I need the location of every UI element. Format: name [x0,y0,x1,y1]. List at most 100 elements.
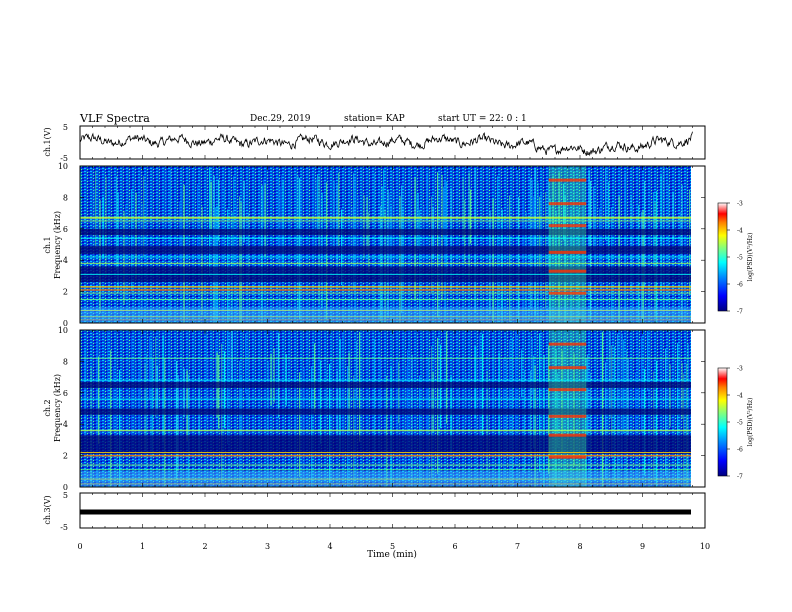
spec-vertical-streak [585,357,587,487]
spec-vertical-streak [518,197,520,323]
spec-vertical-streak [476,346,478,487]
spec-vertical-streak [506,359,508,456]
spec-vertical-streak [218,355,220,429]
spec-vertical-streak [533,355,535,449]
spec-vertical-streak [638,205,640,323]
spec-vertical-streak [218,179,220,241]
spec-vertical-streak [209,167,211,277]
spec-vertical-streak [263,179,265,227]
spec-event-line [548,224,587,228]
spec-vertical-streak [95,170,97,249]
spec-vertical-streak [84,349,86,438]
spec-vertical-streak [627,358,629,436]
spec-vertical-streak [534,167,536,316]
spec-vertical-streak [261,185,263,323]
colorbar-tick-label: -6 [737,282,743,289]
spec-vertical-streak [146,183,148,307]
spec-vertical-streak [240,375,242,441]
spec-vertical-streak [236,204,238,323]
spec-vertical-streak [393,188,395,323]
spec-vertical-streak [273,348,275,403]
x-tick-label: 5 [390,542,395,551]
spec-vertical-streak [299,372,301,477]
ch2-spectrogram-panel: 10 8 6 4 2 0 ch.2 Frequency (kHz) [43,326,706,492]
spec-vertical-streak [353,375,355,487]
ch2-spectrogram [80,330,691,487]
spec-vertical-streak [329,363,331,487]
spec-vertical-streak [558,172,560,318]
spec-vertical-streak [399,368,401,487]
ch1-spectrogram-panel: 10 8 6 4 2 0 ch.1 Frequency (kHz) [43,162,706,328]
spec-vertical-streak [573,170,575,261]
spec-vertical-streak [320,360,322,444]
spec-event-line [548,250,587,254]
spec-event-line [548,414,587,418]
y-tick-label: 6 [63,225,68,234]
spec-vertical-streak [314,343,316,414]
colorbar-tick-label: -6 [737,447,743,454]
spec-vertical-streak [605,166,607,240]
spec-dark-band [80,246,691,254]
spec-vertical-streak [336,370,338,435]
spec-vertical-streak [131,335,133,454]
ch1-spec-ylabel: ch.1 [43,236,52,253]
spec-vertical-streak [98,356,100,444]
spec-vertical-streak [689,189,691,296]
spec-vertical-streak [317,173,319,231]
ch1-spec-ylabel2: Frequency (kHz) [53,211,62,279]
spec-vertical-streak [426,369,428,487]
spec-vertical-streak [600,187,602,301]
spec-vertical-streak [312,176,314,253]
ch3-ylabel: ch.3(V) [43,495,52,524]
spec-vertical-streak [180,188,182,298]
spec-vertical-streak [390,367,392,485]
spec-vertical-streak [197,184,199,260]
spec-vertical-streak [117,192,119,293]
spec-vertical-streak [240,202,242,323]
spec-vertical-streak [116,176,118,271]
spec-vertical-streak [170,169,172,318]
colorbar-tick-label: -5 [737,255,743,262]
spec-vertical-streak [248,349,250,410]
spec-vertical-streak [135,359,137,486]
spec-vertical-streak [152,357,154,457]
spec-vertical-streak [608,181,610,270]
spec-vertical-streak [419,209,421,323]
spec-vertical-streak [656,360,658,487]
spec-vertical-streak [150,342,152,459]
y-tick-label: 8 [63,357,68,366]
spec-vertical-streak [186,370,188,441]
spec-vertical-streak [300,188,302,267]
spec-vertical-streak [635,372,637,487]
spec-vertical-streak [431,196,433,293]
y-tick-label: 2 [63,452,68,461]
spec-vertical-streak [384,209,386,323]
spec-vertical-streak [479,335,481,446]
spec-vertical-streak [183,368,185,417]
spec-vertical-streak [507,203,509,281]
spec-vertical-streak [533,196,535,248]
spec-vertical-streak [143,176,145,257]
spec-vertical-streak [543,354,545,487]
y-tick-label: 8 [63,193,68,202]
spec-vertical-streak [462,177,464,241]
spec-vertical-streak [380,206,382,323]
colorbar-1-label: log(PSD)(V²/Hz) [747,233,754,282]
ch2-spec-ylabel: ch.2 [43,399,52,416]
ch1-waveform-panel: 5 -5 ch.1(V) [43,123,706,163]
figure-title: VLF Spectra [80,112,150,125]
ch1-axis-ticks [79,126,706,159]
spec-vertical-streak [221,181,223,323]
header-date: Dec.29, 2019 [250,114,311,124]
spec-vertical-streak [366,196,368,250]
spec-vertical-streak [297,176,299,311]
spec-event-line [548,342,587,346]
colorbar-tick-label: -7 [737,309,743,316]
colorbar-1: -3 -4 -5 -6 -7 log(PSD)(V²/Hz) [717,201,754,316]
spec-vertical-streak [437,337,439,474]
spec-vertical-streak [609,331,611,419]
colorbar-tick-label: -3 [737,366,743,373]
spec-vertical-streak [687,343,689,487]
spec-vertical-streak [672,192,674,241]
